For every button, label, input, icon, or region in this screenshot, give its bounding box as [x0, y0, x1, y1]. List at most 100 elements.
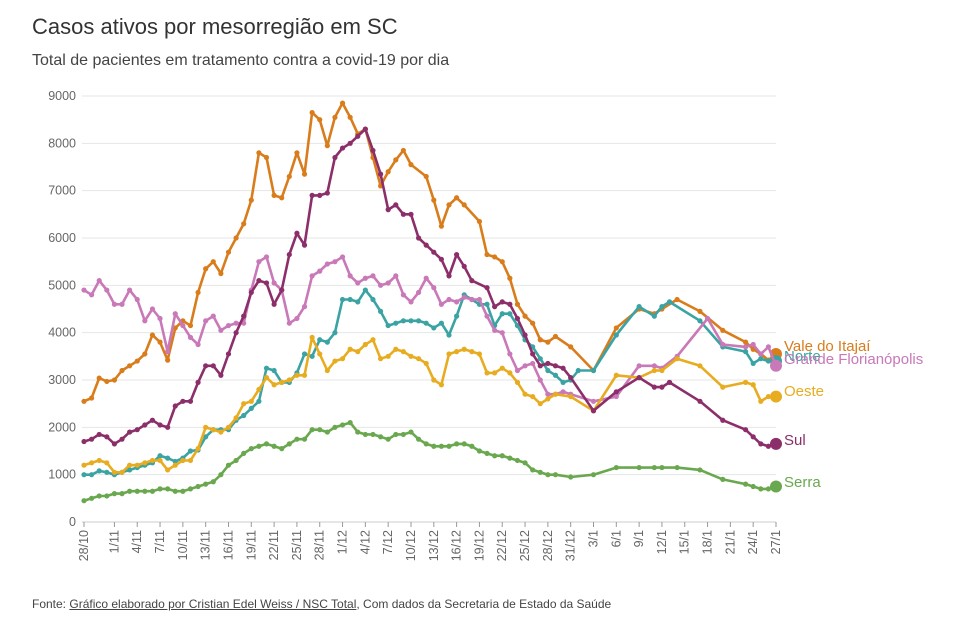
y-tick-label: 1000	[48, 468, 76, 482]
data-point	[263, 154, 270, 161]
data-point	[279, 379, 285, 385]
data-point	[537, 363, 543, 369]
data-point	[697, 318, 703, 324]
data-point	[339, 422, 346, 428]
source-link[interactable]: Gráfico elaborado por Cristian Edel Weis…	[69, 597, 357, 611]
data-point	[560, 365, 566, 371]
x-tick-label: 4/12	[358, 530, 372, 554]
data-point	[96, 468, 102, 474]
data-point	[438, 256, 445, 262]
data-point	[203, 481, 209, 487]
data-point	[180, 488, 186, 494]
data-point	[104, 460, 110, 466]
data-point	[362, 126, 368, 132]
data-point	[256, 259, 262, 265]
data-point	[537, 337, 543, 343]
x-tick-label: 28/12	[541, 530, 555, 561]
data-point	[408, 162, 414, 168]
data-point	[758, 351, 764, 357]
data-point	[271, 301, 277, 307]
data-point	[339, 145, 346, 151]
data-point	[309, 273, 315, 279]
data-point	[96, 457, 102, 464]
data-point	[241, 401, 247, 407]
data-point	[476, 448, 483, 454]
x-tick-label: 13/11	[199, 530, 213, 560]
data-point	[256, 443, 262, 449]
data-point	[522, 332, 528, 338]
data-point	[454, 251, 460, 258]
data-point	[377, 434, 384, 440]
data-point	[408, 353, 414, 359]
data-point	[119, 436, 125, 442]
data-point	[142, 488, 148, 494]
data-point	[248, 446, 254, 452]
y-axis-ticks: 0 1000 2000 3000 4000 5000 6000 7000 8000 9000	[48, 89, 76, 529]
data-point	[507, 275, 513, 281]
data-point	[393, 157, 399, 163]
data-point	[415, 356, 422, 362]
data-point	[210, 427, 216, 433]
data-point	[385, 322, 391, 329]
data-point	[286, 251, 292, 258]
data-point	[347, 114, 353, 120]
data-point	[446, 273, 452, 279]
data-point	[393, 273, 399, 279]
data-point	[545, 391, 551, 397]
data-point	[127, 287, 133, 293]
data-point	[149, 417, 156, 423]
data-point	[294, 150, 300, 156]
data-point	[233, 415, 239, 421]
data-point	[415, 318, 422, 324]
data-point	[187, 334, 194, 340]
x-axis-ticks: 28/10 1/11 4/11 7/11 10/11 13/11 16/11 19/11 22/…	[77, 522, 783, 561]
data-point	[187, 398, 194, 404]
data-point	[765, 393, 771, 400]
data-point	[545, 367, 551, 374]
data-point	[347, 346, 353, 352]
series-end-point	[770, 480, 782, 493]
data-point	[492, 370, 498, 376]
y-tick-label: 8000	[48, 136, 76, 150]
series-label-sul: Sul	[784, 432, 806, 449]
data-point	[332, 259, 338, 265]
data-point	[134, 488, 140, 494]
series-serra	[81, 420, 782, 504]
data-point	[742, 339, 749, 345]
data-point	[461, 441, 467, 447]
data-point	[377, 171, 384, 177]
data-point	[568, 344, 574, 350]
data-point	[461, 346, 467, 352]
data-point	[324, 190, 330, 196]
data-point	[651, 363, 657, 369]
data-point	[492, 254, 498, 260]
data-point	[256, 398, 262, 404]
data-point	[431, 285, 437, 291]
data-point	[301, 372, 308, 378]
data-point	[530, 351, 536, 357]
data-point	[438, 223, 445, 229]
data-point	[355, 280, 361, 286]
data-point	[659, 367, 665, 374]
data-point	[408, 299, 414, 305]
data-point	[157, 453, 163, 459]
data-point	[119, 469, 125, 475]
data-point	[263, 365, 270, 371]
x-tick-label: 24/1	[746, 530, 760, 554]
x-tick-label: 1/11	[107, 530, 121, 553]
data-point	[324, 143, 330, 149]
data-point	[165, 467, 171, 473]
data-point	[659, 384, 665, 390]
data-point	[203, 266, 209, 272]
data-point	[765, 358, 771, 364]
data-point	[393, 320, 399, 326]
data-point	[172, 488, 178, 494]
data-point	[332, 358, 338, 364]
data-point	[514, 457, 521, 464]
data-point	[210, 479, 216, 485]
data-point	[476, 351, 483, 357]
data-point	[119, 491, 125, 497]
data-point	[674, 356, 680, 362]
data-point	[195, 289, 201, 296]
y-tick-label: 2000	[48, 420, 76, 434]
